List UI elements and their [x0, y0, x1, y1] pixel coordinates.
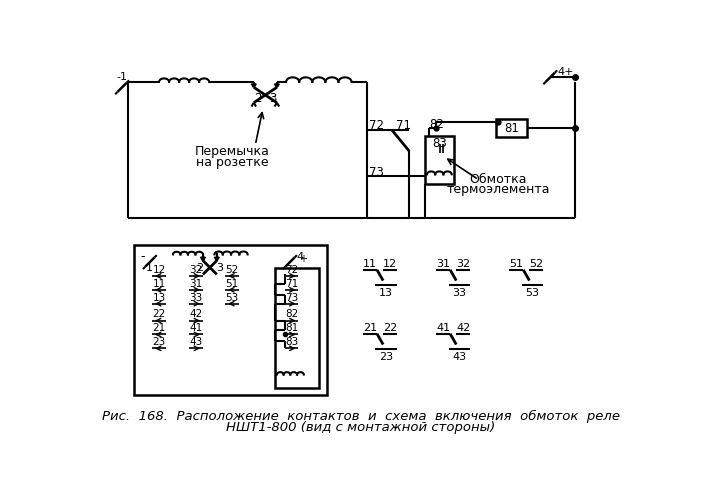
- Text: Обмотка: Обмотка: [469, 173, 527, 186]
- Text: 83: 83: [432, 137, 447, 150]
- Text: 31: 31: [189, 279, 203, 289]
- Text: на розетке: на розетке: [196, 155, 268, 169]
- Text: 2: 2: [254, 93, 261, 105]
- Text: 81: 81: [504, 122, 519, 135]
- Text: 22: 22: [383, 322, 397, 332]
- Text: 83: 83: [285, 337, 298, 347]
- Text: -1: -1: [117, 72, 127, 82]
- Text: Рис.  168.  Расположение  контактов  и  схема  включения  обмоток  реле: Рис. 168. Расположение контактов и схема…: [102, 409, 620, 423]
- Text: 41: 41: [436, 322, 451, 332]
- Text: 42: 42: [189, 309, 203, 319]
- Text: 12: 12: [383, 259, 397, 269]
- Text: 32: 32: [456, 259, 470, 269]
- Text: 41: 41: [189, 323, 203, 333]
- Text: 51: 51: [225, 279, 239, 289]
- Text: 1: 1: [146, 263, 153, 273]
- Text: 11: 11: [153, 279, 165, 289]
- Text: Перемычка: Перемычка: [195, 145, 270, 158]
- Bar: [134, 245, 327, 395]
- Text: -: -: [141, 250, 145, 263]
- Text: 42: 42: [456, 322, 470, 332]
- Text: 13: 13: [379, 288, 394, 298]
- Text: 4: 4: [296, 252, 303, 262]
- Text: 73: 73: [370, 165, 384, 179]
- Text: 52: 52: [529, 259, 543, 269]
- Text: 22: 22: [153, 309, 165, 319]
- Text: 2: 2: [196, 263, 203, 273]
- Text: 81: 81: [285, 323, 298, 333]
- Text: 71: 71: [285, 279, 298, 289]
- Text: 82: 82: [285, 309, 298, 319]
- Text: 53: 53: [225, 293, 239, 302]
- Text: 51: 51: [509, 259, 523, 269]
- Text: 43: 43: [452, 352, 467, 362]
- Text: 23: 23: [379, 352, 394, 362]
- Text: 13: 13: [153, 293, 165, 302]
- Text: 72: 72: [370, 119, 384, 132]
- Text: 31: 31: [436, 259, 450, 269]
- Text: 43: 43: [189, 337, 203, 347]
- Text: 52: 52: [225, 265, 239, 275]
- Text: 3: 3: [216, 263, 223, 273]
- Bar: [496, 119, 527, 137]
- Text: 21: 21: [153, 323, 165, 333]
- Text: 3: 3: [270, 93, 277, 105]
- Text: 32: 32: [189, 265, 203, 275]
- Text: термоэлемента: термоэлемента: [446, 183, 550, 196]
- Text: +: +: [299, 254, 307, 264]
- Text: 33: 33: [189, 293, 203, 302]
- Text: 11: 11: [363, 259, 377, 269]
- Text: 72: 72: [285, 265, 298, 275]
- Text: 23: 23: [153, 337, 165, 347]
- Bar: [275, 268, 319, 388]
- Text: 71: 71: [396, 119, 411, 132]
- Text: 33: 33: [453, 288, 466, 298]
- Text: 82: 82: [429, 118, 444, 131]
- Text: 12: 12: [153, 265, 165, 275]
- Text: 21: 21: [363, 322, 377, 332]
- Text: 73: 73: [285, 293, 298, 302]
- Text: НШТ1-800 (вид с монтажной стороны): НШТ1-800 (вид с монтажной стороны): [226, 421, 496, 434]
- Bar: [425, 136, 454, 184]
- Text: 4+: 4+: [558, 67, 574, 77]
- Text: 53: 53: [525, 288, 539, 298]
